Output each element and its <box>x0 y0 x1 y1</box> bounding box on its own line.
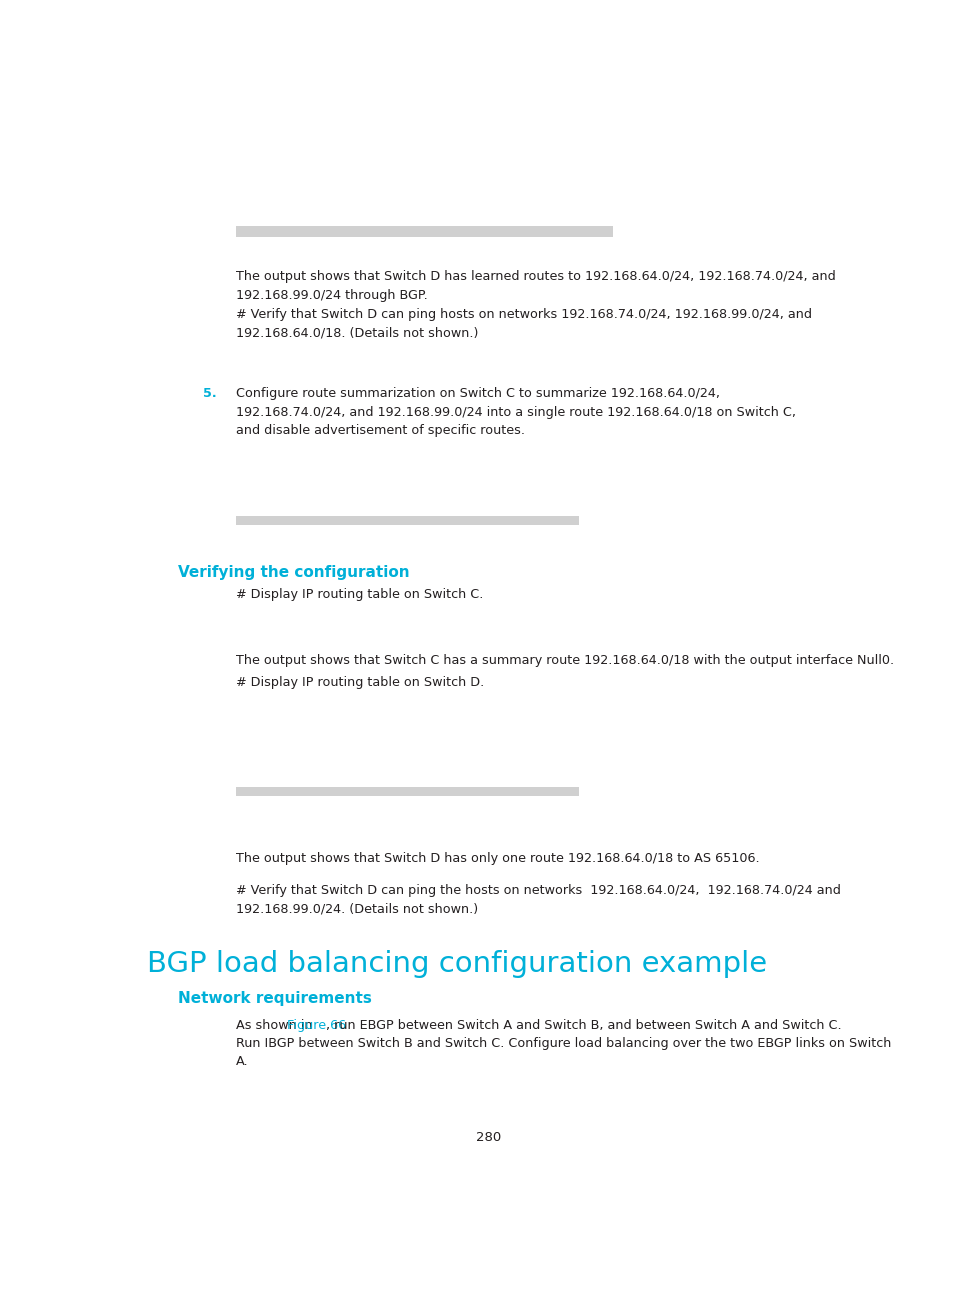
Bar <box>235 787 578 796</box>
Text: BGP load balancing configuration example: BGP load balancing configuration example <box>147 950 766 978</box>
Text: , run EBGP between Switch A and Switch B, and between Switch A and Switch C.: , run EBGP between Switch A and Switch B… <box>326 1019 841 1032</box>
Text: # Verify that Switch D can ping hosts on networks 192.168.74.0/24, 192.168.99.0/: # Verify that Switch D can ping hosts on… <box>235 308 811 340</box>
Text: # Display IP routing table on Switch C.: # Display IP routing table on Switch C. <box>235 587 483 600</box>
Text: Network requirements: Network requirements <box>178 990 372 1006</box>
Bar <box>235 227 613 237</box>
Text: As shown in: As shown in <box>235 1019 316 1032</box>
Text: A.: A. <box>235 1055 249 1068</box>
Text: The output shows that Switch C has a summary route 192.168.64.0/18 with the outp: The output shows that Switch C has a sum… <box>235 654 893 667</box>
Text: Verifying the configuration: Verifying the configuration <box>178 565 410 579</box>
Text: 280: 280 <box>476 1131 501 1144</box>
Text: 5.: 5. <box>203 388 216 400</box>
Text: # Verify that Switch D can ping the hosts on networks  192.168.64.0/24,  192.168: # Verify that Switch D can ping the host… <box>235 884 840 915</box>
Bar <box>235 516 578 525</box>
Text: The output shows that Switch D has learned routes to 192.168.64.0/24, 192.168.74: The output shows that Switch D has learn… <box>235 271 835 302</box>
Text: The output shows that Switch D has only one route 192.168.64.0/18 to AS 65106.: The output shows that Switch D has only … <box>235 851 759 864</box>
Text: Figure 66: Figure 66 <box>287 1019 346 1032</box>
Text: Configure route summarization on Switch C to summarize 192.168.64.0/24,
192.168.: Configure route summarization on Switch … <box>235 388 795 437</box>
Text: Run IBGP between Switch B and Switch C. Configure load balancing over the two EB: Run IBGP between Switch B and Switch C. … <box>235 1037 890 1050</box>
Text: # Display IP routing table on Switch D.: # Display IP routing table on Switch D. <box>235 677 484 689</box>
